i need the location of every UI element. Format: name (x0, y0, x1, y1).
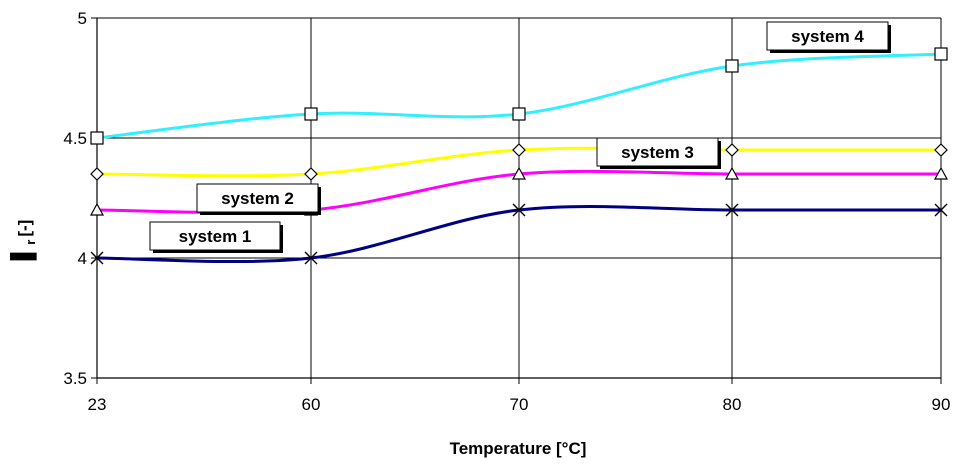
data-point-system-4 (90, 131, 104, 145)
x-tick-label: 70 (510, 395, 529, 414)
series-label-system-3: system 3 (596, 137, 721, 169)
data-point-system-4 (304, 107, 318, 121)
series-labels: system 1 system 2 system 3 system 4 (149, 21, 891, 253)
label-box (196, 183, 319, 213)
marker-stroke (90, 251, 104, 265)
x-tick-label: 90 (932, 395, 951, 414)
axes: 3.5 4 4.5 5 23 60 70 80 90 (63, 9, 950, 414)
data-point-system-3 (304, 167, 318, 181)
label-box (149, 221, 281, 251)
series-label-text: system 2 (221, 189, 294, 208)
data-point-system-2 (511, 166, 527, 180)
data-point-system-3 (90, 167, 104, 181)
data-point-system-3 (725, 143, 739, 157)
data-point-system-4 (934, 47, 948, 61)
series-label-system-2: system 2 (196, 183, 321, 215)
y-tick-label: 4 (78, 249, 87, 268)
x-axis-title: Temperature [°C] (450, 439, 587, 458)
marker-stroke (512, 203, 526, 217)
data-point-system-4 (512, 107, 526, 121)
marker-stroke (304, 251, 318, 265)
series-label-system-4: system 4 (766, 21, 891, 53)
y-axis-unit: [-] (15, 220, 34, 237)
data-point-system-4 (725, 59, 739, 73)
data-point-system-1 (725, 203, 739, 217)
marker-stroke (725, 203, 739, 217)
series-label-text: system 1 (179, 227, 252, 246)
series-layer (89, 47, 949, 265)
data-point-system-3 (934, 143, 948, 157)
x-tick-label: 60 (302, 395, 321, 414)
label-box (766, 21, 889, 51)
x-tick-label: 23 (88, 395, 107, 414)
series-system-3 (90, 143, 948, 181)
data-point-system-3 (512, 143, 526, 157)
series-system-4 (90, 47, 948, 145)
label-box (596, 137, 719, 167)
data-point-system-2 (724, 166, 740, 180)
series-label-system-1: system 1 (149, 221, 283, 253)
data-point-system-1 (304, 251, 318, 265)
series-label-text: system 4 (791, 27, 864, 46)
series-label-text: system 3 (621, 143, 694, 162)
data-point-system-1 (512, 203, 526, 217)
data-point-system-2 (89, 202, 105, 216)
y-axis-title: ▌r [-] (9, 220, 38, 261)
series-system-1 (90, 203, 948, 265)
svg-text:▌r[-]: ▌r [-] (9, 220, 38, 261)
data-point-system-1 (934, 203, 948, 217)
y-axis-subscript: r (23, 240, 38, 245)
grid (97, 17, 942, 378)
y-axis-symbol: ▌ (9, 245, 37, 261)
y-tick-label: 3.5 (63, 369, 87, 388)
y-tick-label: 4.5 (63, 129, 87, 148)
y-tick-label: 5 (78, 9, 87, 28)
x-tick-label: 80 (723, 395, 742, 414)
marker-stroke (934, 203, 948, 217)
data-point-system-2 (933, 166, 949, 180)
data-point-system-1 (90, 251, 104, 265)
